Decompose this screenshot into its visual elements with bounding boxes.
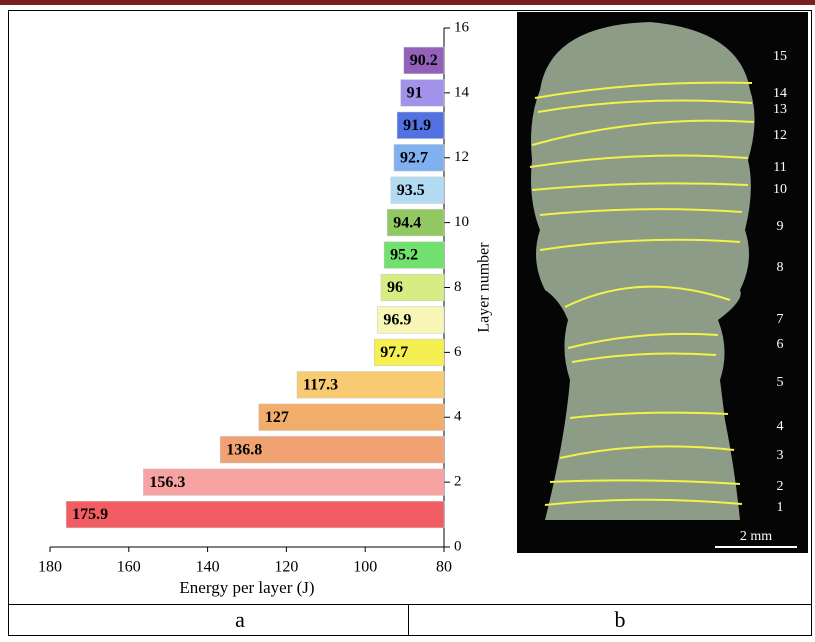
header-rule (0, 0, 815, 5)
value-label: 95.2 (390, 247, 418, 264)
layer-label: 14 (773, 86, 787, 101)
value-label: 92.7 (400, 149, 428, 166)
value-label: 127 (265, 409, 289, 426)
layer-label: 12 (773, 128, 787, 143)
value-label: 96.9 (383, 312, 411, 329)
x-tick-label: 100 (353, 559, 377, 576)
x-axis-label: Energy per layer (J) (179, 578, 314, 597)
y-axis-label: Layer number (476, 242, 493, 333)
value-label: 175.9 (72, 506, 108, 523)
x-tick-label: 80 (436, 559, 452, 576)
x-tick-label: 120 (274, 559, 298, 576)
value-label: 91 (407, 85, 423, 102)
value-label: 117.3 (303, 376, 338, 393)
layer-label: 7 (777, 312, 784, 327)
layer-label: 13 (773, 102, 787, 117)
layer-label: 4 (777, 419, 784, 434)
layer-label: 15 (773, 49, 787, 64)
layer-label: 5 (777, 375, 784, 390)
value-label: 136.8 (226, 441, 262, 458)
value-label: 90.2 (410, 52, 438, 69)
x-tick-label: 180 (38, 559, 62, 576)
layer-label: 6 (777, 337, 784, 352)
bar (66, 501, 444, 528)
value-label: 156.3 (149, 474, 185, 491)
y-tick-label: 16 (454, 19, 470, 35)
value-label: 97.7 (380, 344, 408, 361)
y-tick-label: 10 (454, 214, 469, 230)
y-tick-label: 4 (454, 409, 462, 425)
value-label: 96 (387, 279, 403, 296)
scale-bar-label: 2 mm (740, 529, 772, 544)
x-tick-label: 140 (196, 559, 220, 576)
layer-label: 3 (777, 448, 784, 463)
layer-label: 2 (777, 479, 784, 494)
layer-label: 8 (777, 260, 784, 275)
y-tick-label: 6 (454, 344, 462, 360)
value-label: 93.5 (397, 182, 425, 199)
y-tick-label: 2 (454, 474, 462, 490)
bar (143, 469, 444, 496)
y-tick-label: 12 (454, 149, 469, 165)
layer-label: 10 (773, 182, 787, 197)
y-tick-label: 0 (454, 538, 462, 554)
caption: a (235, 607, 245, 632)
caption: b (615, 607, 626, 632)
layer-label: 11 (773, 160, 786, 175)
value-label: 94.4 (393, 214, 421, 231)
layer-label: 9 (777, 219, 784, 234)
y-tick-label: 14 (454, 84, 470, 100)
y-tick-label: 8 (454, 279, 462, 295)
bar-chart: 180 160 140 120 100 800 2 4 6 8 10 12 14 16 Energy per… (38, 19, 493, 596)
sample-section (531, 22, 755, 520)
figure: a b 180160140120100800246810121416Energy… (0, 0, 815, 637)
layer-label: 1 (777, 500, 784, 515)
x-tick-label: 160 (117, 559, 141, 576)
value-label: 91.9 (403, 117, 431, 134)
